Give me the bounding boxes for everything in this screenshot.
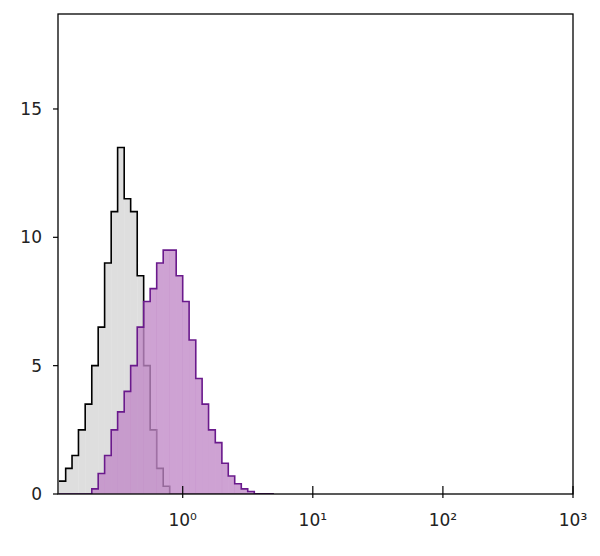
histogram-bar (111, 430, 118, 494)
histogram-outline (59, 250, 274, 494)
histogram-bar (124, 199, 131, 494)
histogram-bar (59, 481, 66, 494)
y-tick (53, 237, 58, 238)
x-tick (312, 486, 313, 498)
histogram-bar (144, 301, 151, 494)
histogram-bar (150, 289, 157, 494)
chart: 0 5 10 15 10⁰ 10¹ 10² 10³ (0, 0, 600, 556)
x-tick-label: 10¹ (299, 510, 327, 530)
x-tick (442, 486, 443, 498)
histogram-bar (105, 263, 112, 494)
series (59, 250, 274, 494)
y-tick-label: 15 (20, 99, 42, 119)
y-tick-label: 5 (31, 356, 42, 376)
histogram-bar (105, 455, 112, 494)
y-tick (53, 108, 58, 109)
histogram-bar (111, 212, 118, 494)
histogram-bar (78, 430, 85, 494)
x-tick-label: 10³ (559, 510, 587, 530)
y-tick (53, 493, 58, 494)
x-tick-label: 10² (429, 510, 457, 530)
x-tick (182, 486, 183, 498)
plot-area (59, 147, 274, 494)
x-tick (572, 486, 573, 498)
y-tick (53, 365, 58, 366)
histogram-bar (137, 327, 144, 494)
histogram-bar (176, 276, 183, 494)
series (59, 147, 274, 494)
histogram-bar (131, 366, 138, 494)
y-tick-label: 0 (31, 484, 42, 504)
histogram-bar (66, 468, 73, 494)
histogram-bar (170, 250, 177, 494)
histogram-bar (157, 263, 164, 494)
histogram-bar (98, 473, 105, 494)
histogram-bar (118, 412, 125, 494)
x-tick-label: 10⁰ (168, 510, 197, 530)
histogram-bar (85, 404, 92, 494)
histogram-bar (72, 455, 79, 494)
y-tick-label: 10 (20, 227, 42, 247)
histogram-bar (124, 391, 131, 494)
plot-frame (58, 14, 573, 494)
histogram-outline (59, 147, 274, 494)
histogram-bar (163, 250, 170, 494)
